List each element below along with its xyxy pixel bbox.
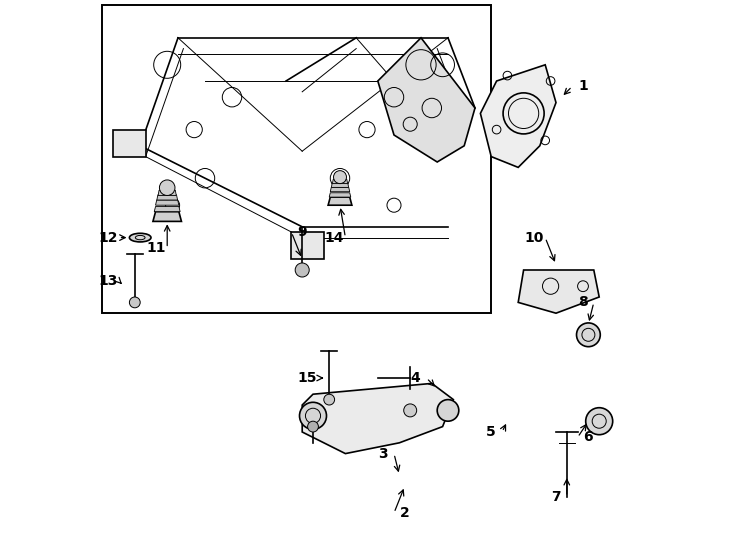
Circle shape: [308, 421, 319, 432]
Text: 5: 5: [487, 425, 496, 439]
Text: 12: 12: [98, 231, 117, 245]
Polygon shape: [154, 206, 180, 212]
Circle shape: [324, 394, 335, 405]
Polygon shape: [113, 130, 145, 157]
Polygon shape: [480, 65, 556, 167]
Polygon shape: [302, 383, 454, 454]
Circle shape: [437, 400, 459, 421]
Circle shape: [333, 171, 346, 184]
Polygon shape: [378, 38, 475, 162]
Text: 11: 11: [147, 241, 166, 255]
Text: 9: 9: [297, 225, 307, 239]
Polygon shape: [328, 197, 352, 205]
Circle shape: [299, 402, 327, 429]
Text: 2: 2: [400, 506, 410, 520]
Circle shape: [576, 323, 600, 347]
Polygon shape: [518, 270, 599, 313]
Text: 6: 6: [584, 430, 593, 444]
Bar: [103, 5, 491, 313]
Polygon shape: [156, 200, 179, 205]
Polygon shape: [330, 193, 351, 197]
Text: 4: 4: [411, 371, 421, 385]
Text: 1: 1: [578, 79, 588, 93]
Circle shape: [404, 404, 417, 417]
Polygon shape: [153, 212, 181, 221]
Polygon shape: [158, 190, 176, 195]
Text: 8: 8: [578, 295, 588, 309]
Text: 13: 13: [98, 274, 117, 288]
Circle shape: [586, 408, 613, 435]
Ellipse shape: [129, 233, 151, 242]
Polygon shape: [157, 195, 178, 200]
Polygon shape: [333, 179, 348, 184]
Text: 15: 15: [298, 371, 317, 385]
Polygon shape: [291, 232, 324, 259]
Polygon shape: [331, 183, 349, 187]
Polygon shape: [330, 187, 349, 192]
Circle shape: [129, 297, 140, 308]
Text: 7: 7: [551, 490, 561, 504]
Circle shape: [295, 263, 309, 277]
Text: 10: 10: [525, 231, 544, 245]
Circle shape: [159, 180, 175, 195]
Text: 3: 3: [379, 447, 388, 461]
Text: 14: 14: [325, 231, 344, 245]
